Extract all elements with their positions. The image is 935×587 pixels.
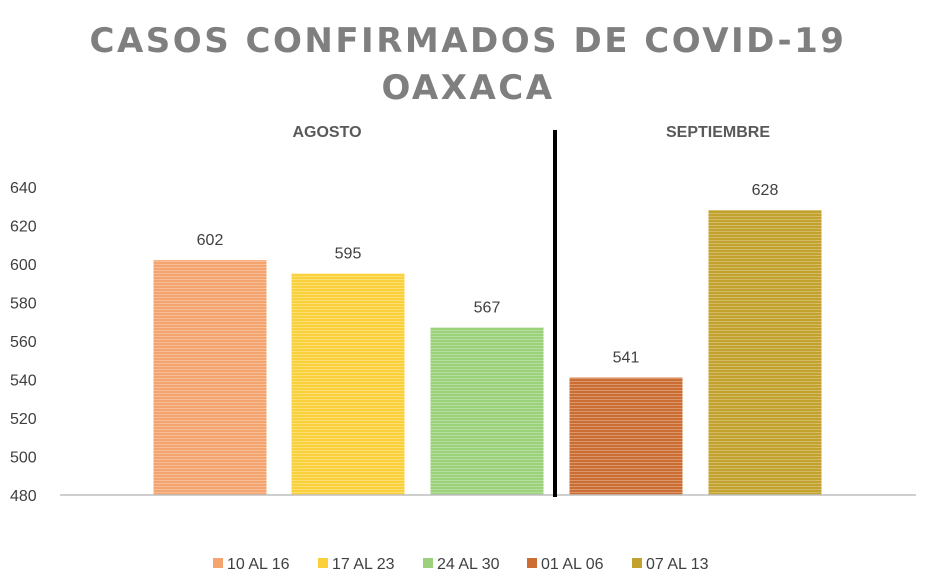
bar-texture xyxy=(291,273,405,495)
bar-texture xyxy=(430,327,544,495)
group-label-agosto: AGOSTO xyxy=(292,124,361,141)
legend-item: 01 AL 06 xyxy=(527,556,604,573)
data-label: 567 xyxy=(474,300,501,317)
legend-label: 17 AL 23 xyxy=(332,556,395,573)
legend-item: 07 AL 13 xyxy=(632,556,709,573)
y-tick-label: 620 xyxy=(10,219,37,236)
data-label: 541 xyxy=(613,350,640,367)
data-label: 595 xyxy=(335,246,362,263)
y-tick-label: 600 xyxy=(10,257,37,274)
y-tick-label: 500 xyxy=(10,450,37,467)
bar-texture xyxy=(708,210,822,495)
legend-label: 10 AL 16 xyxy=(227,556,290,573)
legend-swatch xyxy=(527,558,537,568)
bar-4 xyxy=(569,377,683,495)
y-tick-label: 560 xyxy=(10,334,37,351)
y-tick-label: 540 xyxy=(10,373,37,390)
y-tick-label: 580 xyxy=(10,296,37,313)
legend-swatch xyxy=(632,558,642,568)
bar-texture xyxy=(153,260,267,495)
legend-swatch xyxy=(423,558,433,568)
bar-2 xyxy=(291,273,405,495)
y-tick-label: 640 xyxy=(10,180,37,197)
group-label-septiembre: SEPTIEMBRE xyxy=(666,124,770,141)
chart-title: CASOS CONFIRMADOS DE COVID-19 xyxy=(90,21,847,61)
y-tick-label: 480 xyxy=(10,488,37,505)
bar-3 xyxy=(430,327,544,495)
y-tick-label: 520 xyxy=(10,411,37,428)
chart-subtitle: OAXACA xyxy=(381,68,554,108)
bar-5 xyxy=(708,210,822,495)
legend-label: 01 AL 06 xyxy=(541,556,604,573)
data-label: 628 xyxy=(752,182,779,199)
bar-1 xyxy=(153,260,267,495)
bar-texture xyxy=(569,377,683,495)
legend-swatch xyxy=(318,558,328,568)
data-label: 602 xyxy=(197,232,224,249)
legend-label: 24 AL 30 xyxy=(437,556,500,573)
legend-item: 10 AL 16 xyxy=(213,556,290,573)
legend-swatch xyxy=(213,558,223,568)
legend-label: 07 AL 13 xyxy=(646,556,709,573)
legend-item: 24 AL 30 xyxy=(423,556,500,573)
legend-item: 17 AL 23 xyxy=(318,556,395,573)
